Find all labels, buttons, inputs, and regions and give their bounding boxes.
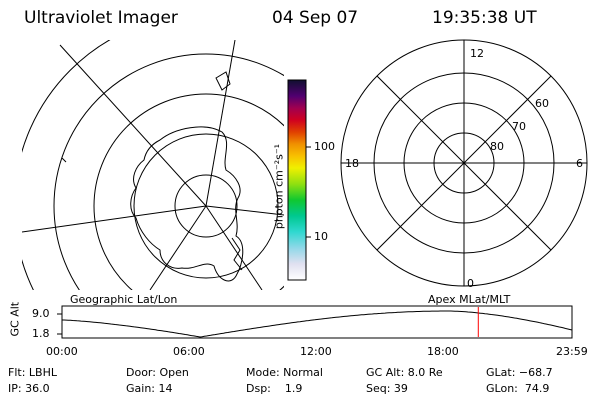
mlt-label-6: 6 <box>576 157 583 170</box>
mlt-label-12: 12 <box>470 47 484 60</box>
mlat-label-60: 60 <box>535 97 549 110</box>
longitude-line <box>149 205 207 290</box>
latitude-circle <box>93 93 284 290</box>
longitude-line <box>205 205 263 290</box>
longitude-line <box>205 40 236 207</box>
status-ip: IP: 36.0 <box>8 382 50 395</box>
mlat-label-80: 80 <box>490 140 504 153</box>
status-gain: Gain: 14 <box>126 382 173 395</box>
altitude-chart-frame <box>61 305 573 339</box>
status-door: Door: Open <box>126 366 189 379</box>
right-panel-title: Apex MLat/MLT <box>428 293 511 306</box>
mlt-label-18: 18 <box>345 157 359 170</box>
altitude-y-max: 9.0 <box>32 307 50 320</box>
latitude-circle <box>53 53 284 290</box>
colorbar-tick-10: 10 <box>314 230 328 243</box>
x-tick-0000: 00:00 <box>46 345 78 358</box>
longitude-line <box>205 205 284 216</box>
x-tick-1800: 18:00 <box>427 345 459 358</box>
left-panel-title: Geographic Lat/Lon <box>70 293 178 306</box>
status-glon: GLon: 74.9 <box>486 382 550 395</box>
geographic-map <box>22 40 284 290</box>
mlat-label-70: 70 <box>512 120 526 133</box>
status-glat: GLat: −68.7 <box>486 366 553 379</box>
status-dsp: Dsp: 1.9 <box>246 382 303 395</box>
image-time: 19:35:38 UT <box>432 8 537 28</box>
altitude-y-label: GC Alt <box>8 301 22 337</box>
longitude-line <box>59 44 207 207</box>
status-seq: Seq: 39 <box>366 382 408 395</box>
colorbar <box>287 79 311 281</box>
status-gc-alt: GC Alt: 8.0 Re <box>366 366 443 379</box>
mlt-line-diagonal <box>376 75 552 251</box>
altitude-chart <box>57 305 573 339</box>
mlt-label-0: 0 <box>467 277 474 290</box>
altitude-curve <box>62 310 573 338</box>
longitude-line <box>22 205 207 233</box>
altitude-y-min: 1.8 <box>32 327 50 340</box>
coastline-detail <box>61 157 67 163</box>
x-tick-2359: 23:59 <box>556 345 588 358</box>
latitude-circle <box>133 133 279 279</box>
colorbar-unit-label: photon cm⁻²s⁻¹ <box>272 143 286 230</box>
status-mode: Mode: Normal <box>246 366 323 379</box>
image-date: 04 Sep 07 <box>272 8 359 28</box>
colorbar-gradient <box>287 79 307 281</box>
colorbar-tick-100: 100 <box>314 140 335 153</box>
coastline-detail <box>231 237 243 271</box>
status-filter: Flt: LBHL <box>8 366 57 379</box>
latitude-circle <box>174 174 238 238</box>
antarctica-coastline <box>130 126 244 282</box>
instrument-title: Ultraviolet Imager <box>24 8 178 28</box>
polar-plot <box>340 39 588 287</box>
x-tick-1200: 12:00 <box>300 345 332 358</box>
coastline-detail <box>215 71 231 91</box>
x-tick-0600: 06:00 <box>173 345 205 358</box>
